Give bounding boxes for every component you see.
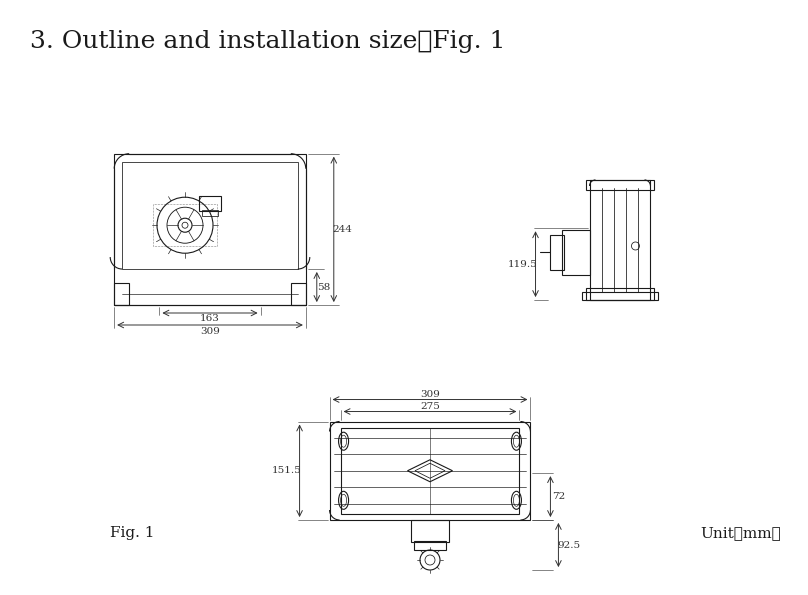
Text: 92.5: 92.5 <box>558 540 581 550</box>
Text: 151.5: 151.5 <box>271 466 301 475</box>
Text: 309: 309 <box>420 390 440 399</box>
Text: 163: 163 <box>200 314 220 322</box>
Text: 119.5: 119.5 <box>507 259 537 269</box>
Text: 275: 275 <box>420 402 440 411</box>
Text: 3. Outline and installation size（Fig. 1: 3. Outline and installation size（Fig. 1 <box>30 30 505 53</box>
Text: 58: 58 <box>318 283 330 292</box>
Text: 309: 309 <box>200 327 220 336</box>
Text: 244: 244 <box>332 225 351 234</box>
Text: Unit（mm）: Unit（mm） <box>700 526 781 540</box>
Text: 72: 72 <box>552 492 565 501</box>
Text: Fig. 1: Fig. 1 <box>110 526 154 540</box>
